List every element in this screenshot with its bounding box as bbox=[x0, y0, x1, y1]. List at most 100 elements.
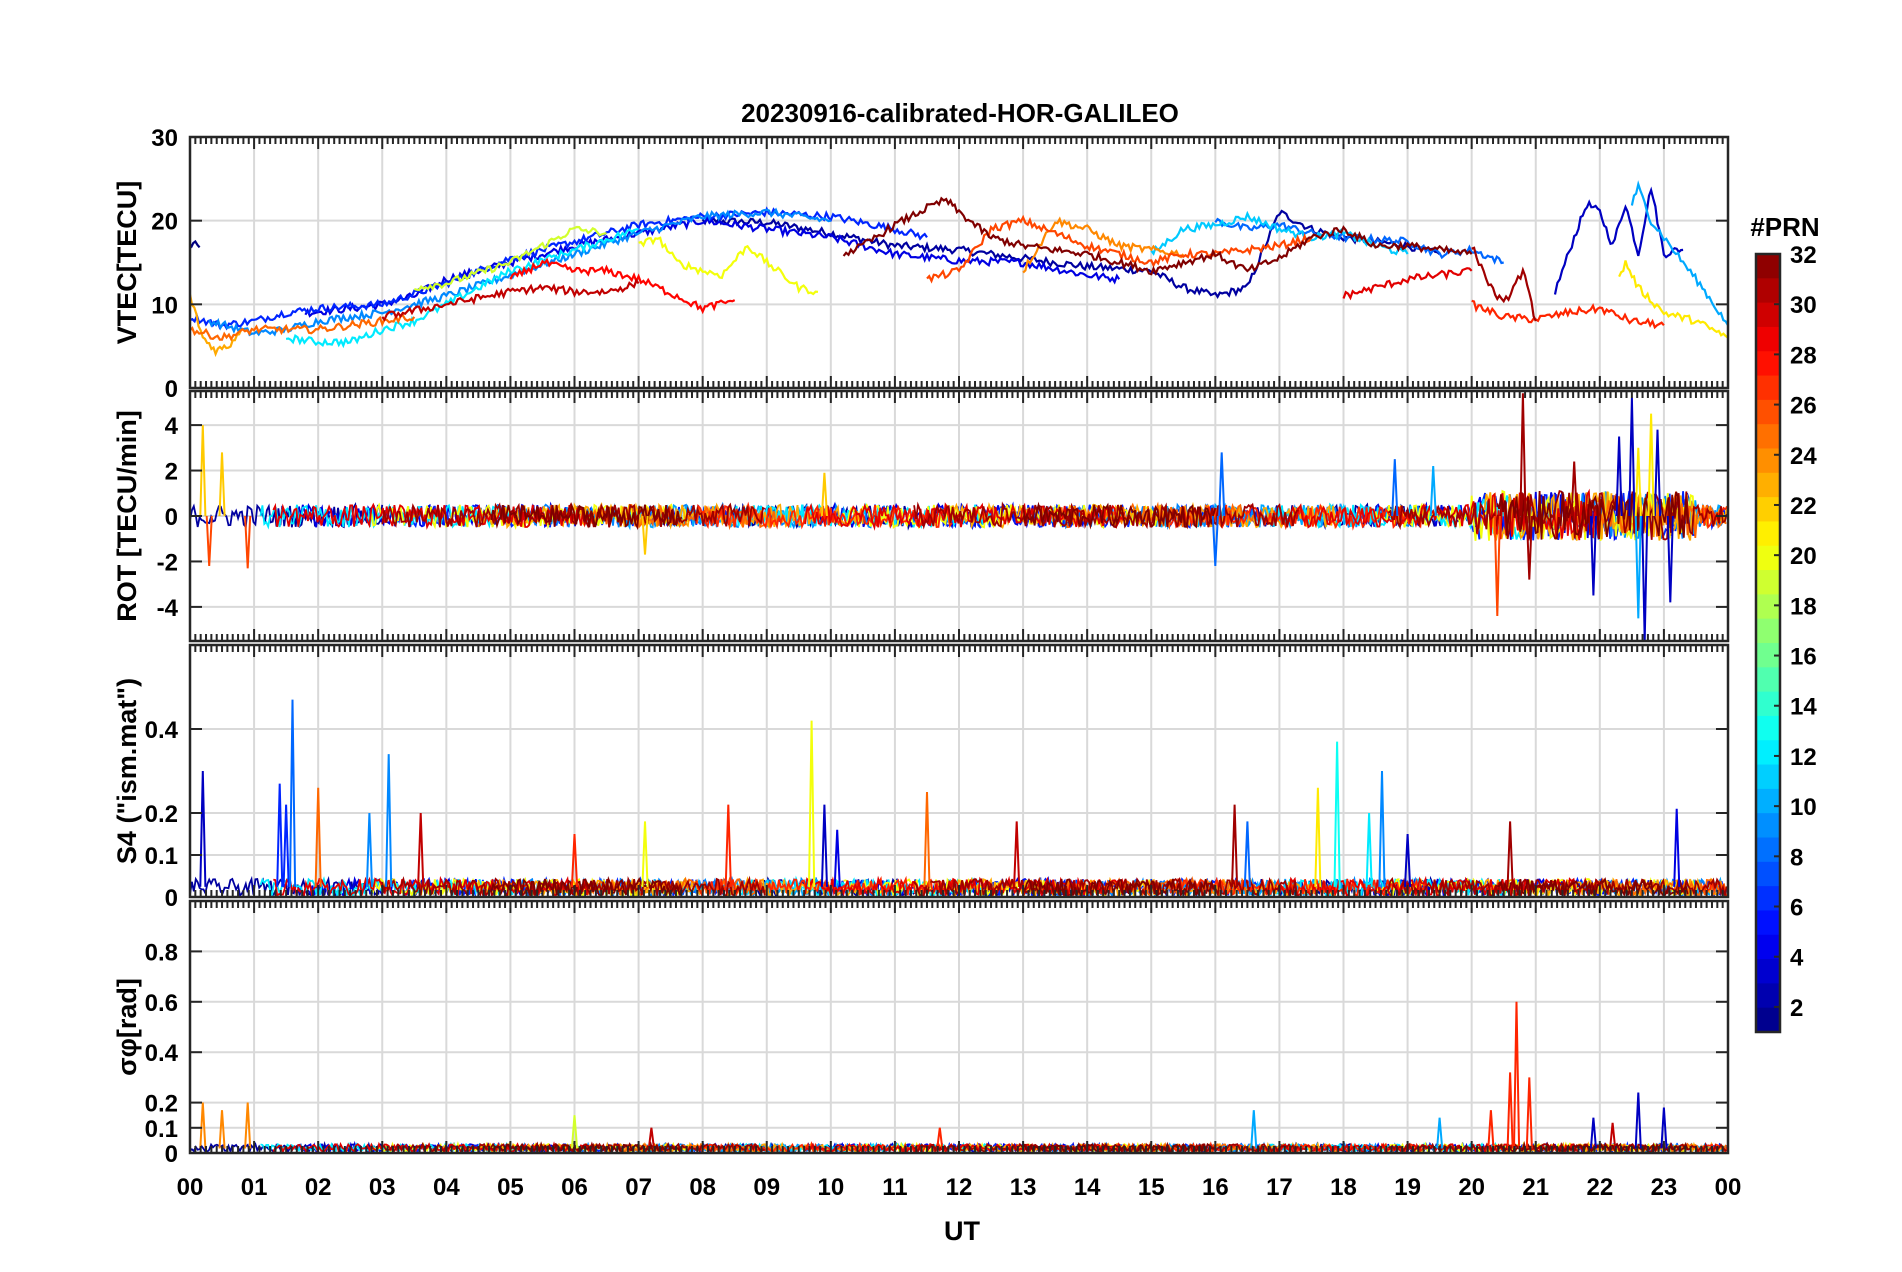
x-tick-label: 23 bbox=[1651, 1174, 1678, 1201]
y-axis-label-s4: S4 ("ism.mat") bbox=[112, 678, 142, 864]
spike-prn-9 bbox=[365, 812, 373, 887]
spike-prn-3 bbox=[1615, 436, 1623, 517]
spike-prn-27 bbox=[1487, 1110, 1495, 1149]
colorbar-segment bbox=[1756, 375, 1780, 401]
y-tick-label-s4: 0 bbox=[165, 885, 178, 912]
spike-prn-13 bbox=[1333, 741, 1341, 887]
x-tick-label: 18 bbox=[1330, 1174, 1357, 1201]
spike-prn-9 bbox=[385, 754, 393, 887]
y-axis-label-vtec: VTEC[TECU] bbox=[112, 181, 142, 345]
colorbar-segment bbox=[1756, 764, 1780, 790]
spike-prn-19 bbox=[570, 1115, 579, 1149]
series-line-prn-28 bbox=[509, 257, 736, 315]
spike-prn-22 bbox=[641, 515, 649, 555]
spike-prn-8 bbox=[1391, 459, 1399, 517]
spike-prn-3 bbox=[1404, 833, 1412, 887]
colorbar-tick-label: 20 bbox=[1790, 543, 1817, 570]
grid-sigma_phi bbox=[190, 901, 1728, 1153]
spike-prn-31 bbox=[1519, 393, 1527, 517]
spike-prn-27 bbox=[936, 1127, 944, 1149]
spike-prn-6 bbox=[282, 804, 290, 887]
spike-prn-10 bbox=[1250, 1110, 1258, 1149]
x-tick-label: 04 bbox=[433, 1174, 460, 1201]
x-tick-label: 15 bbox=[1138, 1174, 1165, 1201]
y-tick-label-vtec: 20 bbox=[151, 209, 178, 236]
ticks-vtec bbox=[189, 136, 1729, 389]
series-line-prn-1 bbox=[190, 239, 201, 249]
y-tick-label-sigma_phi: 0.6 bbox=[145, 990, 178, 1017]
spike-prn-3 bbox=[820, 804, 828, 887]
colorbar-segment bbox=[1756, 1007, 1780, 1033]
noise-track-prn-32 bbox=[490, 876, 683, 897]
colorbar-segment bbox=[1756, 813, 1780, 838]
spike-prn-31 bbox=[1525, 515, 1533, 580]
x-tick-label: 12 bbox=[946, 1174, 973, 1201]
y-tick-label-sigma_phi: 0 bbox=[165, 1141, 178, 1168]
colorbar-segment bbox=[1756, 983, 1780, 1009]
noise-track-prn-29 bbox=[273, 875, 594, 897]
spike-prn-3 bbox=[199, 770, 207, 887]
spike-prn-3 bbox=[1660, 1107, 1668, 1149]
series-line-prn-3 bbox=[1553, 186, 1684, 295]
y-tick-label-sigma_phi: 0.2 bbox=[145, 1091, 178, 1118]
x-tick-label: 09 bbox=[753, 1174, 780, 1201]
series-line-prn-19 bbox=[413, 225, 607, 292]
colorbar-segment bbox=[1756, 715, 1780, 741]
y-tick-label-s4: 0.1 bbox=[145, 843, 178, 870]
figure-title: 20230916-calibrated-HOR-GALILEO bbox=[741, 98, 1179, 128]
spike-prn-6 bbox=[276, 783, 284, 887]
spike-prn-10 bbox=[1429, 465, 1437, 517]
x-tick-label: 17 bbox=[1266, 1174, 1293, 1201]
colorbar-tick-label: 18 bbox=[1790, 593, 1817, 620]
noise-track-prn-32 bbox=[1022, 501, 1217, 530]
spike-prn-10 bbox=[1634, 515, 1642, 619]
x-tick-label: 19 bbox=[1394, 1174, 1421, 1201]
colorbar-segment bbox=[1756, 326, 1780, 352]
spike-prn-27 bbox=[1513, 1001, 1521, 1149]
x-tick-label: 16 bbox=[1202, 1174, 1229, 1201]
y-tick-label-rot: 2 bbox=[165, 459, 178, 486]
colorbar-tick-label: 26 bbox=[1790, 393, 1817, 420]
x-tick-labels: 00 01 02 03 04 05 06 07 08 09 10 11 12 13 14 15 16 17 18 19… bbox=[177, 1174, 1742, 1201]
series-line-prn-20 bbox=[638, 236, 819, 296]
spike-prn-22 bbox=[199, 425, 207, 517]
spike-prn-24 bbox=[199, 1102, 207, 1149]
spike-prn-26 bbox=[1493, 515, 1501, 617]
series-line-prn-32 bbox=[842, 196, 1473, 277]
x-tick-label: 08 bbox=[689, 1174, 716, 1201]
y-tick-label-sigma_phi: 0.1 bbox=[145, 1116, 178, 1143]
spike-prn-3 bbox=[1634, 1092, 1642, 1149]
y-tick-label-rot: 0 bbox=[165, 504, 178, 531]
x-tick-label: 11 bbox=[882, 1174, 907, 1201]
panel-vtec: 0 10 20 30 VTEC[TECU] bbox=[112, 125, 1730, 403]
colorbar-tick-label: 30 bbox=[1790, 292, 1817, 319]
y-tick-label-rot: -4 bbox=[157, 595, 179, 622]
spike-prn-30 bbox=[417, 812, 425, 887]
series-line-prn-10 bbox=[1630, 180, 1728, 326]
ticks-sigma_phi bbox=[189, 901, 1729, 1154]
spike-prn-12 bbox=[1365, 812, 1373, 887]
x-tick-label: 02 bbox=[305, 1174, 332, 1201]
colorbar-tick-label: 10 bbox=[1790, 794, 1817, 821]
colorbar-tick-label: 12 bbox=[1790, 744, 1817, 771]
x-tick-label: 14 bbox=[1074, 1174, 1101, 1201]
noise-track-prn-32 bbox=[490, 502, 683, 531]
colorbar-segment bbox=[1756, 545, 1780, 571]
spike-prn-21 bbox=[1314, 787, 1322, 887]
spike-prn-22 bbox=[218, 452, 226, 517]
spike-prn-3 bbox=[1653, 429, 1662, 517]
spike-prn-27 bbox=[724, 804, 732, 887]
ticks-rot bbox=[189, 391, 1729, 641]
noise-track-prn-31 bbox=[913, 1142, 1300, 1153]
spike-prn-26 bbox=[244, 515, 252, 569]
series-line-prn-24 bbox=[1022, 216, 1185, 274]
noise-track-prn-31 bbox=[913, 501, 1299, 530]
series-line-prn-2 bbox=[701, 209, 1441, 300]
y-axis-label-rot: ROT [TECU/min] bbox=[112, 410, 142, 621]
panel-sigma_phi: 00.10.2 0.4 0.6 0.8σφ[rad] bbox=[112, 899, 1730, 1168]
x-tick-label: 00 bbox=[177, 1174, 204, 1201]
spike-prn-31 bbox=[1231, 804, 1239, 887]
colorbar-segment bbox=[1756, 667, 1780, 693]
colorbar-segment bbox=[1756, 570, 1780, 595]
